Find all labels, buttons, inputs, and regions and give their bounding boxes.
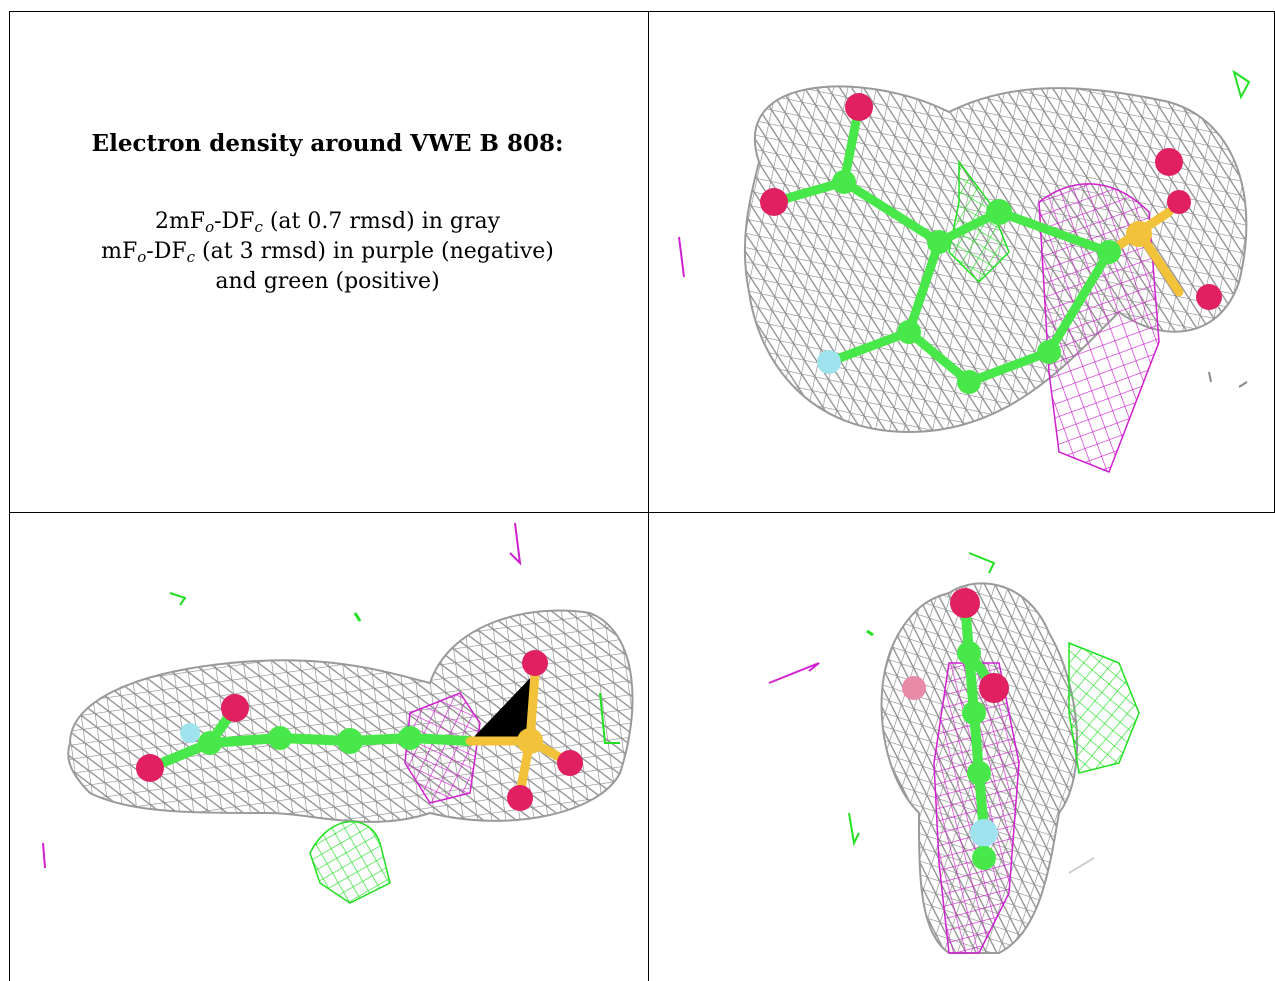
caption-panel: Electron density around VWE B 808: 2mFo-… [10,130,645,297]
left-border [9,11,10,981]
density-view-bottom-left [10,513,648,981]
top-border [9,11,1275,12]
caption-line-green: and green (positive) [215,269,440,294]
density-view-top-right [649,12,1274,512]
molecule-render-top-right [678,69,1251,473]
caption-line-2mfo-dfc: 2mFo-DFc (at 0.7 rmsd) in gray [154,209,501,236]
middle-divider [9,512,1275,513]
molecule-render-bottom-right [768,552,1140,954]
density-view-bottom-right [649,513,1275,981]
center-divider [648,11,649,981]
caption-title: Electron density around VWE B 808: [91,130,564,157]
caption-line-mfo-dfc: mFo-DFc (at 3 rmsd) in purple (negative) [101,239,554,266]
molecule-render-bottom-left [42,522,634,904]
